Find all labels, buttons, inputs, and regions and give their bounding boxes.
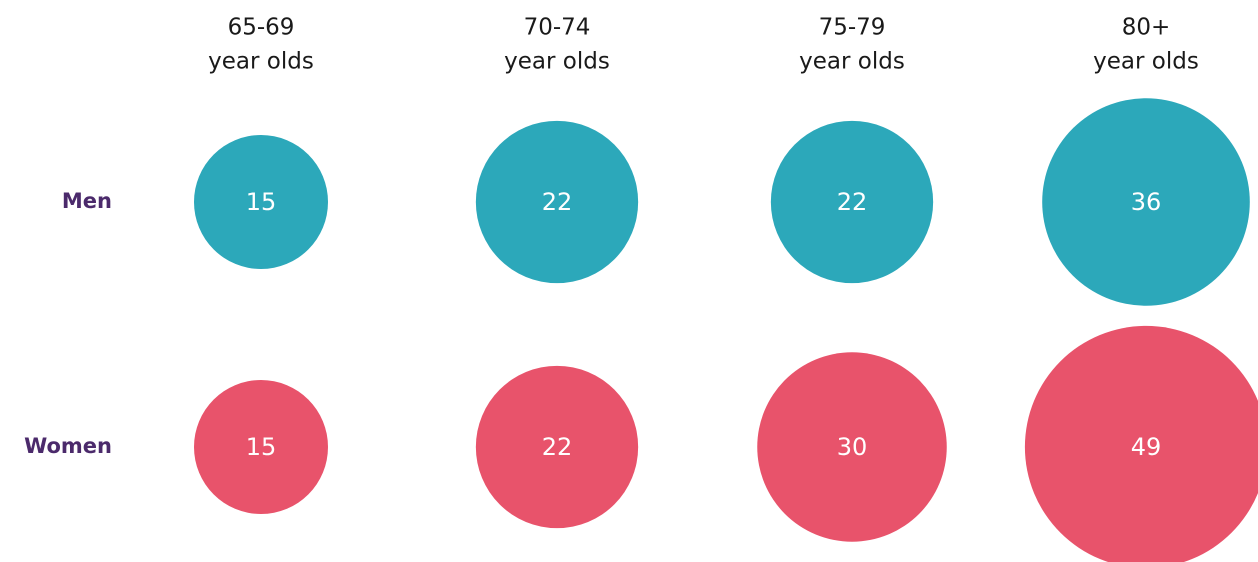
column-header: 80+ [1122, 15, 1171, 41]
column-header: year olds [208, 49, 314, 75]
bubble [475, 120, 639, 284]
bubble [757, 352, 947, 542]
column-header: year olds [504, 49, 610, 75]
bubble [770, 120, 934, 284]
column-header: 75-79 [819, 15, 886, 41]
row-label: Men [62, 189, 112, 213]
column-header: year olds [799, 49, 905, 75]
data-label: 22 [542, 188, 573, 216]
data-label: 15 [246, 433, 277, 461]
data-label: 30 [837, 433, 868, 461]
data-label: 15 [246, 188, 277, 216]
column-header: 65-69 [228, 15, 295, 41]
row-label: Women [24, 434, 112, 458]
data-label: 22 [542, 433, 573, 461]
bubble [1024, 325, 1258, 562]
bubble [193, 134, 329, 270]
column-header: 70-74 [524, 15, 591, 41]
data-label: 22 [837, 188, 868, 216]
data-label: 49 [1131, 433, 1162, 461]
bubble [475, 365, 639, 529]
bubble [193, 379, 329, 515]
column-header: year olds [1093, 49, 1199, 75]
data-label: 36 [1131, 188, 1162, 216]
bubble [1042, 98, 1250, 306]
